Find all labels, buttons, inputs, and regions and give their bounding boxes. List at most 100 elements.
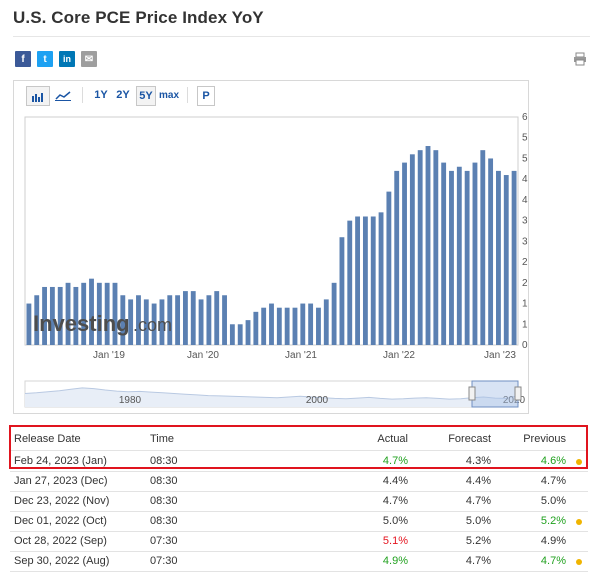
- actual-cell: 4.7%: [382, 495, 408, 507]
- release-date-cell: Feb 24, 2023 (Jan): [14, 455, 107, 467]
- y-tick-label: 6: [522, 112, 528, 123]
- bar: [276, 307, 282, 345]
- bar: [449, 170, 454, 345]
- investing-logo-suffix: .com: [133, 315, 172, 335]
- bar: [175, 295, 181, 345]
- actual-cell: 4.7%: [382, 455, 408, 467]
- previous-cell: 4.7%: [540, 475, 566, 487]
- x-tick-label: Jan '22: [383, 350, 415, 361]
- bar: [229, 324, 235, 345]
- table-row: Sep 30, 2022 (Aug) 07:30 4.9% 4.7% 4.7%: [10, 551, 588, 571]
- navigator-label: 2020: [503, 395, 526, 406]
- bar: [386, 191, 392, 345]
- bar: [167, 295, 173, 345]
- toolbar-separator: [187, 87, 188, 103]
- bar: [480, 150, 486, 345]
- bar: [151, 303, 157, 345]
- navigator-label: 1980: [119, 395, 142, 406]
- time-cell: 08:30: [150, 475, 178, 487]
- table-divider: [10, 471, 588, 472]
- actual-cell: 5.1%: [382, 535, 408, 547]
- bar: [472, 162, 478, 345]
- bar: [159, 299, 165, 345]
- bar: [378, 212, 384, 345]
- bar: [206, 295, 212, 345]
- y-tick-label: 1.5: [522, 299, 528, 310]
- header-previous[interactable]: Previous: [523, 433, 566, 445]
- bar: [253, 311, 259, 345]
- previous-cell: 4.6%: [540, 455, 566, 467]
- bar: [112, 282, 118, 345]
- y-tick-label: 2.5: [522, 257, 528, 268]
- bar: [104, 282, 110, 345]
- header-time[interactable]: Time: [150, 433, 175, 445]
- bar: [120, 295, 126, 345]
- previous-cell: 5.2%: [540, 515, 566, 527]
- bar: [128, 299, 134, 345]
- revision-dot-icon: [576, 559, 582, 565]
- range-max-button[interactable]: max: [158, 89, 179, 101]
- bar: [370, 216, 376, 345]
- page-title: U.S. Core PCE Price Index YoY: [13, 8, 264, 27]
- previous-cell: 4.9%: [540, 535, 566, 547]
- forecast-cell: 5.0%: [465, 515, 491, 527]
- bar: [245, 320, 251, 345]
- facebook-share-button[interactable]: f: [15, 51, 31, 67]
- bar: [136, 295, 141, 345]
- line-chart-icon[interactable]: [52, 86, 74, 104]
- x-tick-label: Jan '21: [285, 350, 317, 361]
- bar: [81, 282, 87, 345]
- bar: [65, 282, 71, 345]
- bar: [362, 216, 368, 345]
- bar: [511, 170, 517, 345]
- actual-cell: 4.4%: [382, 475, 408, 487]
- bar: [464, 170, 470, 345]
- header-actual[interactable]: Actual: [377, 433, 408, 445]
- range-2y-button[interactable]: 2Y: [116, 89, 130, 101]
- time-cell: 08:30: [150, 455, 178, 467]
- bar: [49, 286, 55, 345]
- range-5y-button[interactable]: 5Y: [136, 86, 156, 106]
- y-tick-label: 0.5: [522, 340, 528, 351]
- bar: [355, 216, 361, 345]
- bar: [42, 286, 47, 345]
- table-row: Jan 27, 2023 (Dec) 08:30 4.4% 4.4% 4.7%: [10, 471, 588, 491]
- bar: [198, 299, 204, 345]
- bar: [308, 303, 314, 345]
- bar-chart-icon[interactable]: [26, 86, 50, 106]
- navigator-handle-left: [468, 386, 476, 401]
- range-1y-button[interactable]: 1Y: [94, 89, 108, 101]
- release-date-cell: Sep 30, 2022 (Aug): [14, 555, 110, 567]
- table-row: Dec 01, 2022 (Oct) 08:30 5.0% 5.0% 5.2%: [10, 511, 588, 531]
- time-cell: 08:30: [150, 515, 178, 527]
- chart-toolbar: 1Y 2Y 5Y max P: [14, 81, 528, 109]
- header-release-date[interactable]: Release Date: [14, 433, 81, 445]
- navigator-handle-right: [514, 386, 522, 401]
- revision-dot-icon: [576, 519, 582, 525]
- bar: [96, 282, 102, 345]
- time-cell: 07:30: [150, 535, 178, 547]
- bar: [402, 162, 407, 345]
- email-share-button[interactable]: ✉: [81, 51, 97, 67]
- previous-cell: 4.7%: [540, 555, 566, 567]
- twitter-share-button[interactable]: t: [37, 51, 53, 67]
- bar: [339, 237, 345, 345]
- print-icon[interactable]: [573, 52, 587, 66]
- bar: [441, 162, 447, 345]
- table-row: Oct 28, 2022 (Sep) 07:30 5.1% 5.2% 4.9%: [10, 531, 588, 551]
- navigator-area: [25, 387, 518, 407]
- title-divider: [13, 36, 590, 37]
- navigator-label: 2000: [306, 395, 329, 406]
- revision-dot-icon: [576, 459, 582, 465]
- bar: [433, 150, 439, 345]
- forecast-cell: 4.7%: [465, 555, 491, 567]
- popup-chart-button[interactable]: P: [197, 86, 215, 106]
- y-tick-label: 5: [522, 153, 528, 164]
- linkedin-share-button[interactable]: in: [59, 51, 75, 67]
- table-row: Feb 24, 2023 (Jan) 08:30 4.7% 4.3% 4.6%: [10, 451, 588, 471]
- bar: [237, 324, 243, 345]
- header-forecast[interactable]: Forecast: [448, 433, 491, 445]
- bar: [331, 282, 337, 345]
- bar: [503, 175, 509, 345]
- table-divider: [10, 571, 588, 572]
